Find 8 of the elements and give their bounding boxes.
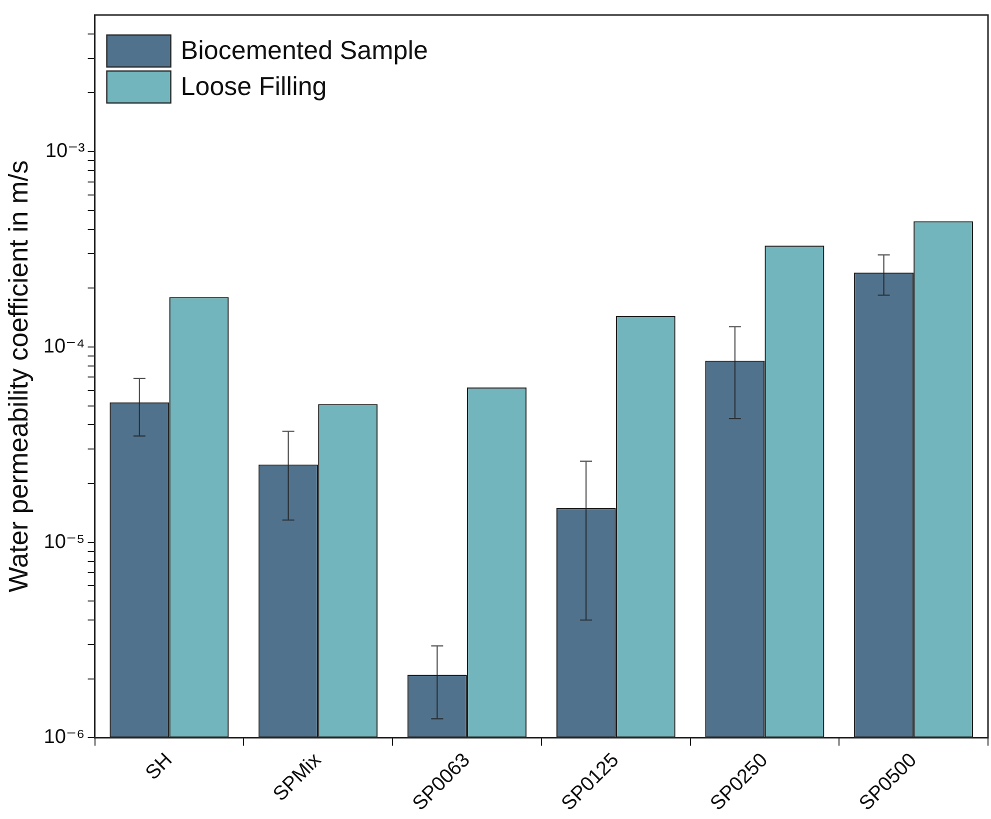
x-tick-label: SH bbox=[141, 749, 177, 784]
y-tick-label: 10⁻³ bbox=[45, 140, 86, 162]
legend-label: Loose Filling bbox=[180, 71, 327, 102]
y-tick-label: 10⁻⁵ bbox=[44, 530, 85, 553]
legend-label: Biocemented Sample bbox=[180, 35, 428, 66]
y-tick-label: 10⁻⁴ bbox=[43, 335, 85, 358]
y-axis-title: Water permeability coefficient in m/s bbox=[4, 160, 34, 592]
y-tick-label: 10⁻⁶ bbox=[44, 726, 85, 748]
